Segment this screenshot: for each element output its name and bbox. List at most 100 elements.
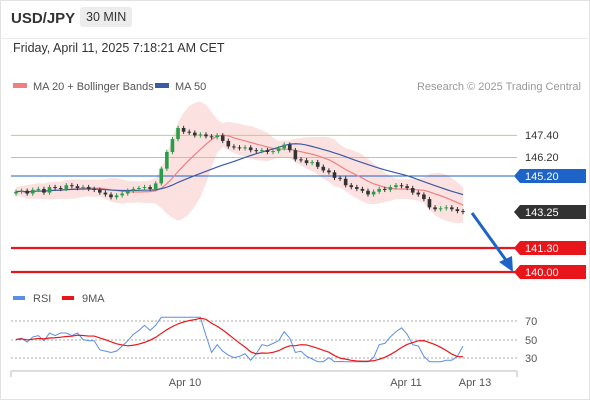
candle [137,185,141,192]
level-label-146-20: 146.20 [525,152,559,164]
candle [193,130,197,138]
candle [265,147,270,155]
candle [427,196,432,210]
candle [86,184,91,192]
rsi-gridlines [11,320,517,359]
moving-averages [15,134,464,206]
candle [254,147,259,154]
candle [58,185,63,192]
candle [293,147,298,162]
chart-header: USD/JPY 30 MIN [0,0,590,39]
forecast-arrow [470,212,513,272]
bollinger-band-area [16,101,463,224]
rsi-ma-legend-swatch [62,296,74,300]
candle [36,186,41,193]
bollinger-bands [16,101,463,224]
candle [204,132,208,139]
candle [153,181,158,192]
candle [315,159,320,169]
candle [338,175,342,181]
candle [287,142,292,153]
svg-text:141.30: 141.30 [525,243,559,255]
candle [248,145,253,153]
candle [399,183,404,189]
candle [226,138,231,149]
candle [42,186,46,195]
level-label-147-40: 147.40 [525,130,559,142]
ma20-legend-label: MA 20 + Bollinger Bands [33,81,154,93]
candle [176,125,180,142]
rsi-ma-legend-label: 9MA [82,293,105,305]
candle [394,183,398,190]
candle [450,205,454,212]
candle [327,168,331,175]
candle [276,146,281,154]
rsi-legend-swatch [13,296,25,300]
candle [187,129,192,135]
candle [53,184,57,191]
candle [455,207,460,214]
candle [382,186,387,193]
candle [438,206,443,212]
ma50-legend-label: MA 50 [175,81,206,93]
candle [271,148,275,155]
rsi-tick-30: 30 [525,353,537,365]
level-label-145-20: 145.20 [514,169,586,183]
rsi-tick-70: 70 [525,316,537,328]
level-label-140-00: 140.00 [514,265,586,279]
candle [159,166,164,186]
candle [232,144,236,150]
x-label-apr10: Apr 10 [169,377,201,389]
rsi-legend-label: RSI [33,293,51,305]
candle [243,145,247,151]
candle [25,188,29,196]
candle [444,205,449,211]
candle [321,164,326,173]
candle [366,188,370,197]
candle [416,190,421,197]
candle [14,189,18,196]
level-label-141-30: 141.30 [514,241,586,255]
candle [70,183,74,189]
ma50-line [15,143,464,196]
candle [98,187,102,195]
candle [371,189,376,197]
x-label-apr11: Apr 11 [390,377,422,389]
candle [142,184,147,191]
candle [461,208,465,215]
rsi-tick-50: 50 [525,335,537,347]
candle [422,192,426,202]
x-label-apr13: Apr 13 [459,377,491,389]
candle [181,125,186,134]
candle [109,192,113,200]
candle [260,147,264,154]
candle [343,176,348,188]
candlesticks [14,125,465,215]
ma20-line [15,134,464,206]
candle [388,184,393,193]
candle [148,184,152,192]
candle [19,188,24,194]
candle [405,183,409,191]
candle [81,184,85,191]
candle [349,183,354,190]
candle [47,184,52,195]
svg-text:143.25: 143.25 [525,207,559,219]
credit-text: Research © 2025 Trading Central [417,81,581,93]
candle [103,190,108,197]
rsi-lines [15,316,464,363]
candle [310,159,314,166]
level-label-143-25: 143.25 [514,205,586,219]
svg-text:147.40: 147.40 [525,130,559,142]
candle [220,133,225,144]
rsi-line [15,316,464,363]
candle [360,186,365,193]
candle [237,145,242,151]
candle [299,157,303,163]
svg-text:145.20: 145.20 [525,171,559,183]
ma20-legend-swatch [13,83,27,88]
candle [120,191,124,198]
candle [332,170,337,181]
timeframe-selector[interactable]: 30 MIN [80,7,133,27]
